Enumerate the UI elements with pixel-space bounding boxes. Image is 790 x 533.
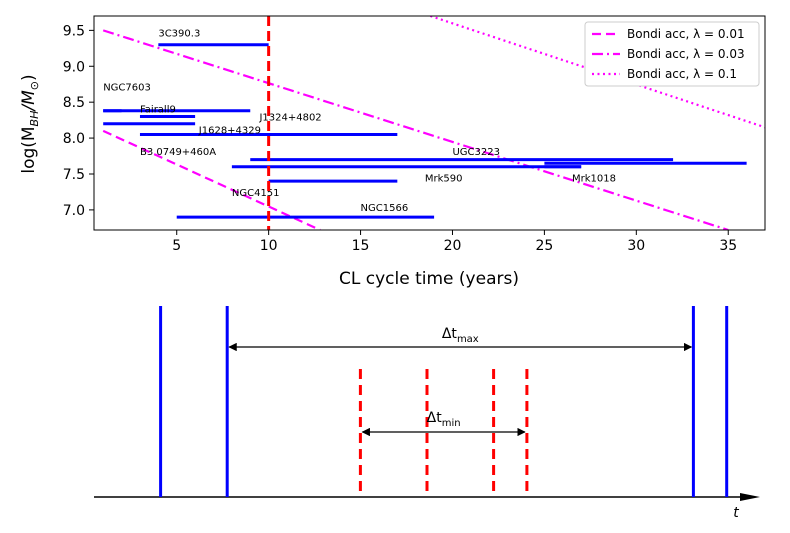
legend-box — [584, 21, 760, 87]
x-tick-label: 25 — [535, 238, 553, 254]
y-tick-label: 7.5 — [63, 167, 85, 183]
legend: Bondi acc, λ = 0.01 Bondi acc, λ = 0.03 Bo… — [584, 21, 760, 87]
mass-vs-cycle-chart: 3C390.3 NGC7603 Fairall9 J1324+4802J1628+43… — [19, 15, 766, 289]
y-axis-label: log(MBH/M⊙) — [19, 74, 41, 173]
object-label: J1628+4329 — [198, 125, 261, 136]
x-tick-label: 30 — [627, 238, 645, 254]
object-label: NGC1566 — [361, 203, 409, 214]
x-tick-label: 35 — [719, 238, 737, 254]
legend-entry: Bondi acc, λ = 0.1 — [627, 67, 737, 81]
y-tick-label: 9.0 — [63, 59, 85, 75]
object-label: B3 0749+460A — [140, 147, 216, 158]
x-axis-label: CL cycle time (years) — [339, 269, 519, 289]
legend-entry: Bondi acc, λ = 0.01 — [627, 27, 745, 41]
object-label: NGC4151 — [232, 188, 280, 199]
object-label: Mrk590 — [425, 174, 463, 185]
timeline-diagram: t Δtmax Δtmin — [94, 306, 760, 521]
object-label: NGC7603 — [103, 82, 151, 93]
x-tick-label: 15 — [352, 238, 370, 254]
y-tick-label: 7.0 — [63, 203, 85, 219]
object-label: J1324+4802 — [258, 113, 321, 124]
y-tick-label: 8.0 — [63, 131, 85, 147]
delta-min-label: Δtmin — [427, 410, 461, 429]
bondi-series-line — [102, 129, 321, 230]
x-tick-label: 5 — [172, 238, 181, 254]
time-axis-label: t — [733, 505, 739, 521]
legend-entry: Bondi acc, λ = 0.03 — [627, 47, 745, 61]
y-tick-label: 8.5 — [63, 95, 85, 111]
delta-max-label: Δtmax — [442, 326, 479, 345]
object-label: UGC3223 — [452, 147, 500, 158]
x-tick-label: 20 — [444, 238, 462, 254]
object-label: Fairall9 — [140, 105, 176, 116]
object-label: Mrk1018 — [572, 174, 616, 185]
object-label: 3C390.3 — [158, 29, 200, 40]
time-axis-arrowhead — [740, 493, 760, 501]
plot-frame — [93, 15, 766, 231]
bondi-series-line — [102, 29, 729, 230]
y-tick-label: 9.5 — [63, 23, 85, 39]
x-tick-label: 10 — [260, 238, 278, 254]
